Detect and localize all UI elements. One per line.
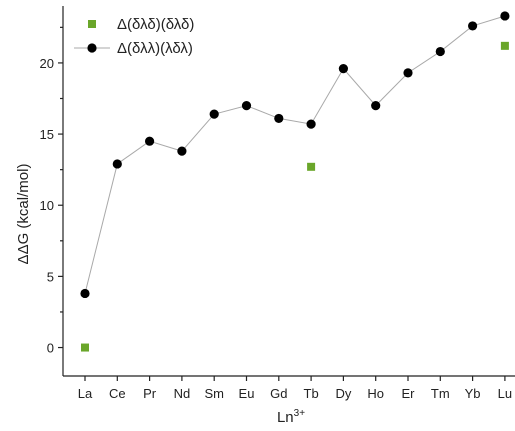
data-point xyxy=(112,159,122,169)
legend-entry-2: Δ(δλλ)(λδλ) xyxy=(74,40,193,57)
legend-entry-1: Δ(δλδ)(δλδ) xyxy=(88,16,194,33)
data-point xyxy=(403,68,413,78)
y-tick-label: 0 xyxy=(47,341,54,356)
legend-marker xyxy=(88,20,96,28)
y-tick-label: 20 xyxy=(40,56,54,71)
data-point xyxy=(274,113,284,124)
x-tick-label: Er xyxy=(402,386,416,401)
y-tick-label: 5 xyxy=(47,269,54,284)
x-tick-label: Tb xyxy=(304,386,319,401)
y-tick-label: 15 xyxy=(40,127,54,142)
x-tick-label: Lu xyxy=(498,386,512,401)
x-tick-label: Pr xyxy=(143,386,157,401)
series-2 xyxy=(80,11,510,299)
data-point xyxy=(177,146,187,156)
x-tick-label: Ce xyxy=(109,386,126,401)
legend-marker xyxy=(87,43,97,53)
data-point xyxy=(468,21,478,31)
x-tick-label: Tm xyxy=(431,386,450,401)
legend-label: Δ(δλδ)(δλδ) xyxy=(117,16,194,33)
ticks: 0 5 10 15 20 La Ce Pr Nd Sm Eu Gd Tb Dy Ho Er Tm Yb Lu xyxy=(40,26,512,401)
data-point xyxy=(500,41,509,50)
data-point xyxy=(307,162,316,171)
data-point xyxy=(306,119,316,129)
x-tick-label: Dy xyxy=(335,386,351,401)
x-axis-label-superscript: 3+ xyxy=(294,408,306,419)
data-point xyxy=(435,46,445,57)
data-point xyxy=(209,109,219,119)
plot-area xyxy=(80,11,510,352)
x-tick-label: Ho xyxy=(367,386,384,401)
data-point xyxy=(81,343,89,352)
x-tick-label: La xyxy=(78,386,93,401)
x-axis-label-main: Ln xyxy=(277,409,294,426)
data-point xyxy=(241,101,252,111)
data-point xyxy=(80,288,90,299)
data-point xyxy=(338,64,348,74)
series-line xyxy=(84,15,506,294)
x-tick-label: Yb xyxy=(465,386,481,401)
x-tick-label: Eu xyxy=(239,386,255,401)
x-tick-label: Gd xyxy=(270,386,287,401)
x-tick-label: Sm xyxy=(204,386,224,401)
legend-label: Δ(δλλ)(λδλ) xyxy=(117,40,193,57)
axes xyxy=(62,6,515,377)
data-point xyxy=(371,101,381,111)
x-tick-label: Nd xyxy=(174,386,191,401)
data-point xyxy=(500,11,510,21)
series-1 xyxy=(81,41,509,352)
legend: Δ(δλδ)(δλδ) Δ(δλλ)(λδλ) xyxy=(74,16,194,57)
y-tick-label: 10 xyxy=(40,198,54,213)
x-axis-label: Ln3+ xyxy=(277,408,305,426)
y-axis-label: ΔΔG (kcal/mol) xyxy=(15,164,32,265)
data-point xyxy=(145,136,155,146)
